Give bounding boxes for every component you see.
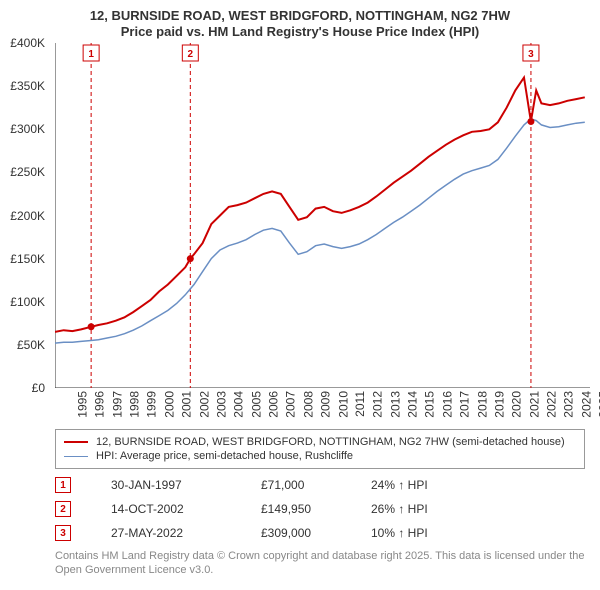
x-axis-label: 1999	[145, 391, 159, 418]
x-axis-label: 2023	[562, 391, 576, 418]
plot-svg: 1 2 3	[55, 43, 590, 388]
x-axis-label: 2020	[510, 391, 524, 418]
x-axis-label: 2013	[388, 391, 402, 418]
x-axis-label: 2015	[423, 391, 437, 418]
marker-row: 2 14-OCT-2002 £149,950 26% ↑ HPI	[55, 501, 585, 517]
marker-row: 3 27-MAY-2022 £309,000 10% ↑ HPI	[55, 525, 585, 541]
svg-text:1: 1	[88, 49, 94, 60]
marker-diff: 26% ↑ HPI	[371, 502, 491, 516]
marker-row: 1 30-JAN-1997 £71,000 24% ↑ HPI	[55, 477, 585, 493]
marker-price: £71,000	[261, 478, 371, 492]
y-axis-label: £200K	[10, 209, 45, 223]
marker-badge: 2	[55, 501, 71, 517]
x-axis-label: 2017	[458, 391, 472, 418]
x-axis-label: 2008	[302, 391, 316, 418]
x-axis-label: 2018	[475, 391, 489, 418]
svg-text:2: 2	[188, 49, 194, 60]
x-axis-label: 1997	[110, 391, 124, 418]
x-axis-label: 2010	[336, 391, 350, 418]
y-axis-label: £150K	[10, 252, 45, 266]
x-axis-label: 2001	[180, 391, 194, 418]
legend-swatch	[64, 441, 88, 443]
y-axis-label: £350K	[10, 79, 45, 93]
x-axis-label: 2005	[249, 391, 263, 418]
x-axis-label: 2011	[353, 391, 367, 417]
x-axis-label: 2021	[527, 391, 541, 418]
attribution-text: Contains HM Land Registry data © Crown c…	[55, 549, 585, 578]
x-axis-label: 2003	[215, 391, 229, 418]
chart-title-line-1: 12, BURNSIDE ROAD, WEST BRIDGFORD, NOTTI…	[10, 8, 590, 23]
marker-diff: 10% ↑ HPI	[371, 526, 491, 540]
marker-price: £149,950	[261, 502, 371, 516]
x-axis-label: 2022	[545, 391, 559, 418]
legend-row: HPI: Average price, semi-detached house,…	[64, 450, 576, 462]
chart-title-line-2: Price paid vs. HM Land Registry's House …	[10, 24, 590, 39]
marker-badge: 1	[55, 477, 71, 493]
x-axis-label: 1995	[76, 391, 90, 418]
legend-label: 12, BURNSIDE ROAD, WEST BRIDGFORD, NOTTI…	[96, 436, 565, 448]
x-axis-label: 2016	[440, 391, 454, 418]
svg-text:3: 3	[528, 49, 534, 60]
legend-swatch	[64, 456, 88, 457]
x-axis-label: 1998	[128, 391, 142, 418]
x-axis-label: 2024	[579, 391, 593, 418]
marker-date: 30-JAN-1997	[111, 478, 261, 492]
x-axis-label: 2002	[197, 391, 211, 418]
x-axis-label: 2007	[284, 391, 298, 418]
marker-badge: 3	[55, 525, 71, 541]
y-axis-label: £100K	[10, 295, 45, 309]
x-axis-label: 2012	[371, 391, 385, 418]
chart-area: 1 2 3 £0 £50K £100K £150K £200K £250K £300K £350K…	[10, 43, 590, 423]
marker-diff: 24% ↑ HPI	[371, 478, 491, 492]
legend: 12, BURNSIDE ROAD, WEST BRIDGFORD, NOTTI…	[55, 429, 585, 469]
legend-row: 12, BURNSIDE ROAD, WEST BRIDGFORD, NOTTI…	[64, 436, 576, 448]
x-axis-label: 2006	[267, 391, 281, 418]
y-axis-label: £400K	[10, 36, 45, 50]
x-axis-label: 2000	[163, 391, 177, 418]
marker-price: £309,000	[261, 526, 371, 540]
x-axis-label: 2009	[319, 391, 333, 418]
marker-date: 14-OCT-2002	[111, 502, 261, 516]
x-axis-label: 1996	[93, 391, 107, 418]
plot-area: 1 2 3	[55, 43, 590, 388]
x-axis-label: 2019	[493, 391, 507, 418]
y-axis-label: £50K	[17, 338, 45, 352]
legend-label: HPI: Average price, semi-detached house,…	[96, 450, 353, 462]
x-axis-label: 2004	[232, 391, 246, 418]
y-axis-label: £0	[32, 381, 45, 395]
y-axis-label: £300K	[10, 122, 45, 136]
x-axis-label: 2014	[406, 391, 420, 418]
y-axis-label: £250K	[10, 165, 45, 179]
marker-date: 27-MAY-2022	[111, 526, 261, 540]
sale-markers-table: 1 30-JAN-1997 £71,000 24% ↑ HPI 2 14-OCT…	[55, 477, 585, 541]
chart-container: 12, BURNSIDE ROAD, WEST BRIDGFORD, NOTTI…	[0, 0, 600, 590]
